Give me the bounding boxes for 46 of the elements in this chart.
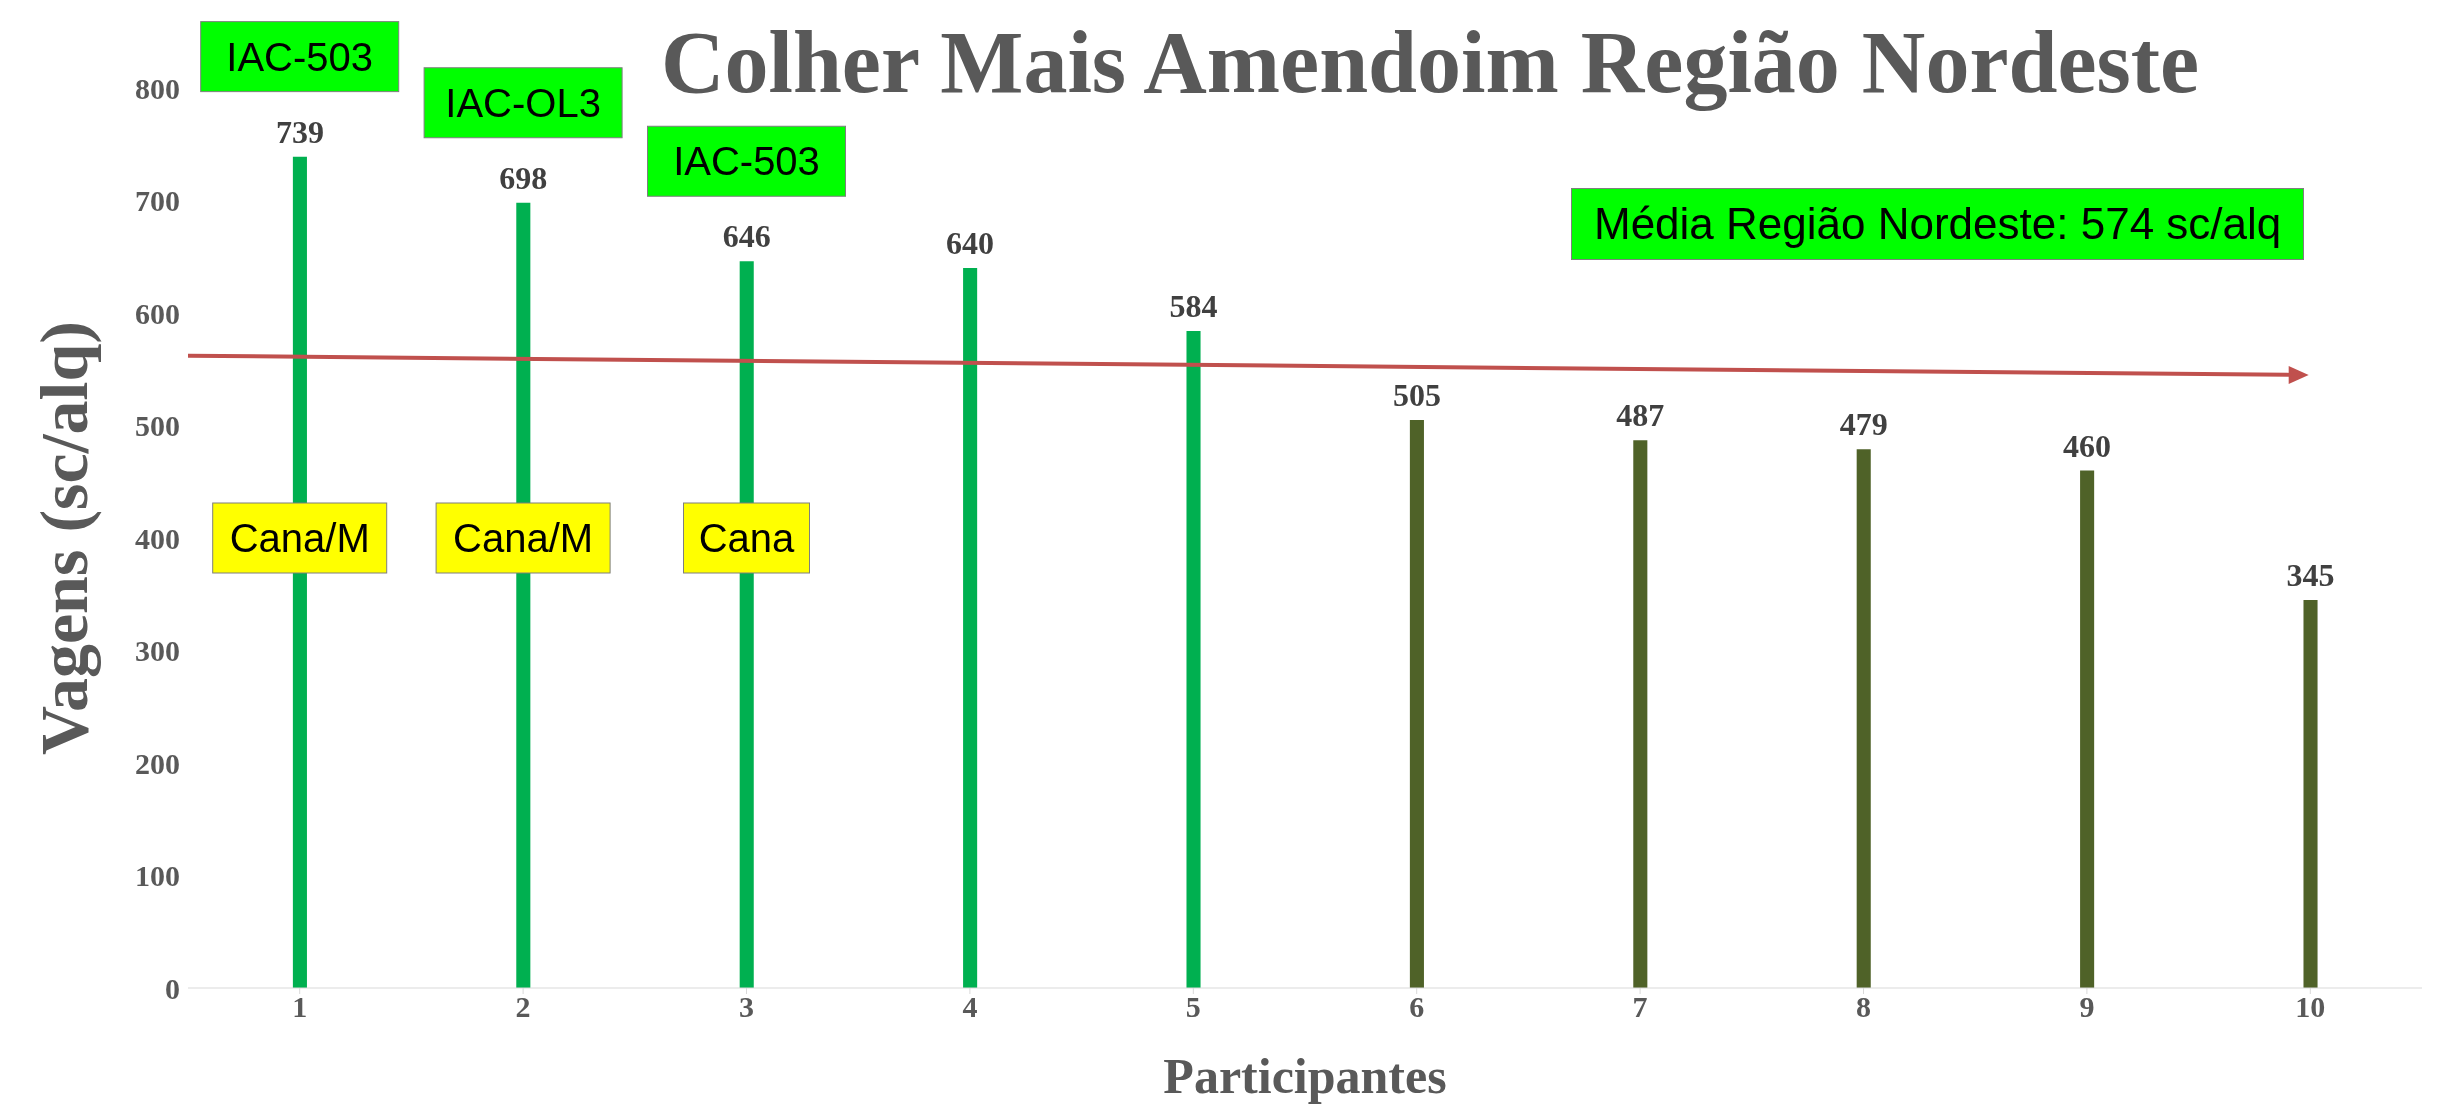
bar xyxy=(963,268,978,988)
data-label: 505 xyxy=(1392,376,1441,413)
x-tick-label: 8 xyxy=(1856,990,1871,1024)
bar xyxy=(1186,331,1201,988)
data-label: 739 xyxy=(275,113,324,150)
bar xyxy=(1409,419,1424,988)
data-label: 640 xyxy=(946,225,995,261)
bar xyxy=(1856,449,1871,988)
data-label: 460 xyxy=(2063,427,2112,464)
annotation: Média Região Nordeste: 574 sc/alq xyxy=(1571,188,2305,260)
y-tick-label: 200 xyxy=(135,746,180,780)
x-tick-label: 5 xyxy=(1185,990,1201,1024)
data-label: 487 xyxy=(1616,397,1665,434)
bar xyxy=(2303,599,2318,988)
x-tick-label: 10 xyxy=(2295,990,2326,1024)
x-tick-label: 9 xyxy=(2079,990,2095,1024)
chart-title: Colher Mais Amendoim Região Nordeste xyxy=(660,14,2200,111)
annotation: IAC-503 xyxy=(673,139,820,184)
y-tick-label: 400 xyxy=(135,521,180,555)
y-tick-label: 500 xyxy=(135,409,180,443)
bar xyxy=(2080,470,2095,988)
data-label: 698 xyxy=(499,159,548,196)
x-axis-title: Participantes xyxy=(1163,1048,1447,1104)
annotation: Cana xyxy=(698,516,796,560)
x-tick-label: 1 xyxy=(292,990,308,1024)
annotation: Cana/M xyxy=(229,516,370,560)
data-label: 345 xyxy=(2286,556,2335,593)
data-label: 479 xyxy=(1839,406,1888,443)
y-tick-label: 300 xyxy=(135,634,180,668)
annotation: Cana/M xyxy=(453,516,594,560)
y-axis-title: Vagens (sc/alq) xyxy=(26,321,103,755)
x-tick-label: 3 xyxy=(739,990,754,1024)
data-label: 646 xyxy=(722,218,771,255)
x-tick-label: 6 xyxy=(1409,990,1425,1024)
x-tick-label: 7 xyxy=(1632,990,1648,1024)
y-tick-label: 700 xyxy=(135,184,180,218)
y-tick-label: 600 xyxy=(135,296,180,330)
x-tick-label: 2 xyxy=(515,990,531,1024)
bar xyxy=(1633,440,1648,988)
annotation: IAC-OL3 xyxy=(445,80,601,125)
data-label: 584 xyxy=(1169,288,1218,324)
y-tick-label: 800 xyxy=(135,71,180,105)
y-tick-label: 0 xyxy=(165,971,180,1005)
y-tick-label: 100 xyxy=(135,859,180,893)
x-tick-label: 4 xyxy=(962,990,978,1024)
text: IAC-503 xyxy=(226,34,374,79)
